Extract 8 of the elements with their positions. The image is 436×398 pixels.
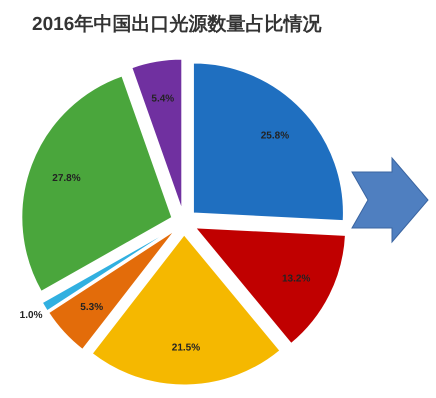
data-label: 13.2%: [282, 273, 310, 284]
data-label: 5.3%: [80, 302, 104, 314]
data-label: 1.0%: [20, 310, 43, 322]
data-label: 25.8%: [260, 130, 290, 142]
data-label: 27.8%: [52, 173, 81, 184]
chart-title: 2016年中国出口光源数量占比情况: [32, 13, 322, 35]
data-label: 5.4%: [151, 93, 174, 104]
data-label: 21.5%: [172, 342, 200, 354]
